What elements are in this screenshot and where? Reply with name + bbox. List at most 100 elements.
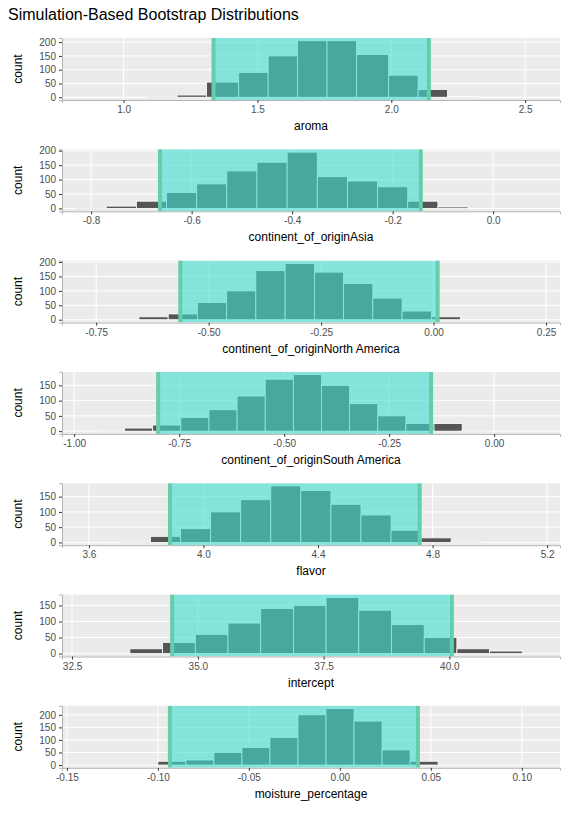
tick-mark xyxy=(321,323,322,326)
bar xyxy=(106,206,136,208)
grid-line xyxy=(525,38,526,100)
tick-mark xyxy=(257,100,258,103)
tick: -0.25 xyxy=(310,323,333,338)
x-axis: 32.535.037.540.0 xyxy=(63,657,561,672)
tick-label: 1.5 xyxy=(251,104,265,115)
bar xyxy=(139,317,168,320)
tick-label: 0 xyxy=(50,537,56,548)
ci-line xyxy=(168,706,172,768)
plot-area xyxy=(130,595,522,657)
tick: -0.6 xyxy=(184,211,202,226)
ci-line xyxy=(427,38,431,100)
grid xyxy=(62,372,560,434)
tick: 1.5 xyxy=(251,100,265,115)
tick-mark xyxy=(340,768,341,771)
bar xyxy=(451,541,481,543)
tick-label: 100 xyxy=(39,507,56,518)
tick-label: 100 xyxy=(39,395,56,406)
panel-background xyxy=(62,595,560,657)
tick: 100 xyxy=(39,174,62,185)
tick: 100 xyxy=(39,64,62,75)
tick-mark xyxy=(249,768,250,771)
tick-mark xyxy=(59,621,62,622)
tick-label: -0.50 xyxy=(273,438,296,449)
ci-line xyxy=(158,149,162,211)
axis-line xyxy=(63,323,561,326)
tick-mark xyxy=(522,768,523,771)
tick: 50 xyxy=(45,189,62,200)
ci-band xyxy=(214,38,429,100)
tick-mark xyxy=(96,323,97,326)
bar xyxy=(177,95,206,97)
tick: 0.00 xyxy=(331,768,351,783)
grid-line xyxy=(546,261,547,323)
grid-line xyxy=(91,149,92,211)
y-axis-title: count xyxy=(11,54,25,84)
grid-line xyxy=(494,372,495,434)
tick: 4.8 xyxy=(426,545,440,560)
tick: 150 xyxy=(39,491,62,502)
tick: 100 xyxy=(39,507,62,518)
x-axis: 1.01.52.02.5 xyxy=(63,100,561,115)
tick: 0 xyxy=(50,314,62,325)
tick: 100 xyxy=(39,395,62,406)
bar xyxy=(457,649,490,654)
tick: 0.0 xyxy=(487,211,501,226)
tick-mark xyxy=(59,727,62,728)
tick-label: 200 xyxy=(39,37,56,48)
tick: 150 xyxy=(39,600,62,611)
tick-label: 50 xyxy=(45,411,57,422)
ci-line xyxy=(178,261,182,323)
tick-label: 0 xyxy=(50,203,56,214)
tick-label: -0.2 xyxy=(385,215,403,226)
tick-mark xyxy=(158,768,159,771)
ci-line xyxy=(418,483,422,545)
bar xyxy=(125,428,153,431)
grid xyxy=(62,706,560,768)
tick-mark xyxy=(59,291,62,292)
tick-label: 0 xyxy=(50,314,56,325)
panel: -0.15-0.10-0.050.000.050.10050100150200m… xyxy=(11,706,561,801)
tick: 0.00 xyxy=(424,323,444,338)
x-axis-title: continent_of_originSouth America xyxy=(221,453,401,467)
y-axis: 050100150200 xyxy=(39,257,62,326)
tick-mark xyxy=(546,323,547,326)
tick-mark xyxy=(391,100,392,103)
axis-line xyxy=(59,39,63,101)
x-axis-title: intercept xyxy=(288,676,335,690)
ci-band xyxy=(170,706,418,768)
ci-line xyxy=(212,38,216,100)
tick-mark xyxy=(209,323,210,326)
tick-mark xyxy=(59,605,62,606)
panel: -0.8-0.6-0.4-0.20.0050100150200continent… xyxy=(11,145,561,244)
grid-line xyxy=(547,483,548,545)
tick: 200 xyxy=(39,710,62,721)
tick-label: -0.8 xyxy=(83,215,101,226)
tick-mark xyxy=(59,194,62,195)
panel-background xyxy=(62,149,560,211)
grid xyxy=(62,595,560,657)
tick-label: 0.10 xyxy=(513,772,533,783)
tick-mark xyxy=(124,100,125,103)
tick-mark xyxy=(72,657,73,660)
axis-line xyxy=(59,484,63,546)
y-axis: 050100150 xyxy=(39,484,62,548)
tick-label: 150 xyxy=(39,380,56,391)
tick-label: 3.6 xyxy=(82,549,96,560)
tick-mark xyxy=(59,208,62,209)
tick-mark xyxy=(59,42,62,43)
tick-mark xyxy=(59,320,62,321)
grid-line xyxy=(493,149,494,211)
grid-line xyxy=(96,261,97,323)
tick: 100 xyxy=(39,286,62,297)
tick-label: 50 xyxy=(45,189,57,200)
axis-line xyxy=(63,768,561,771)
bar xyxy=(438,207,468,208)
tick-mark xyxy=(431,768,432,771)
panel-background xyxy=(62,261,560,323)
y-axis: 050100150200 xyxy=(39,145,62,214)
tick-mark xyxy=(525,100,526,103)
tick-label: 200 xyxy=(39,257,56,268)
tick-mark xyxy=(59,262,62,263)
tick-mark xyxy=(59,165,62,166)
